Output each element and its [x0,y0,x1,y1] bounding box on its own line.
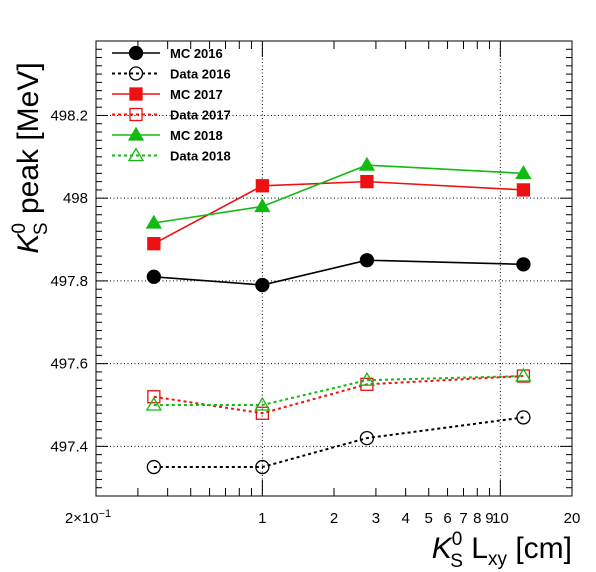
data-point [147,390,161,404]
x-tick-label: 3 [372,510,380,527]
data-point [255,277,270,293]
y-tick-label: 497.6 [50,356,88,373]
x-tick-label: 5 [425,510,433,527]
data-point [147,237,161,251]
data-point [255,406,270,420]
series-layer [145,156,532,475]
x-tick-label: 8 [473,510,481,527]
x-tick-label: 7 [459,510,467,527]
grid [96,41,572,496]
legend-label: Data 2018 [170,149,231,164]
data-point [128,66,144,81]
series-mc-2017 [147,174,531,251]
data-point [358,371,376,386]
series-line [153,375,524,406]
data-point [145,214,162,229]
data-point [359,253,375,268]
x-tick-label: 1 [258,510,266,527]
legend-entry: MC 2017 [112,87,223,102]
series-line [153,375,524,415]
legend-entry: Data 2016 [112,66,231,82]
legend-entry: Data 2018 [112,147,231,164]
legend: MC 2016 Data 2016 MC 2017 Data 2017 MC 2018 D… [112,45,231,164]
data-point [127,126,145,141]
series-data-2016 [146,410,531,475]
series-data-2017 [147,369,531,420]
data-point [516,410,531,425]
legend-entry: MC 2018 [112,126,223,143]
data-point [254,198,271,213]
x-tick-label: 6 [443,510,451,527]
data-point [515,367,532,382]
legend-label: MC 2018 [170,128,223,143]
y-tick-label: 497.4 [50,438,88,455]
data-point [515,165,532,180]
data-point [129,107,143,122]
series-mc-2016 [146,253,531,293]
series-data-2018 [145,367,532,411]
legend-label: MC 2016 [170,46,223,61]
series-line [153,416,524,469]
series-mc-2018 [145,156,532,229]
legend-entry: MC 2016 [112,45,223,61]
y-tick-label: 497.8 [50,273,88,290]
y-tick-label: 498 [63,190,88,207]
legend-label: MC 2017 [170,87,223,102]
y-tick-label: 498.2 [50,107,88,124]
x-tick-label: 10 [492,510,509,527]
data-point [516,183,531,197]
data-point [254,396,271,411]
x-tick-label: 2×10−1 [65,508,111,527]
data-point [358,156,376,171]
legend-label: Data 2017 [170,108,231,123]
data-point [146,459,161,475]
data-point [128,45,144,61]
x-axis-title: K0 S Lxy [cm] [432,529,572,572]
legend-entry: Data 2017 [112,108,231,123]
x-tick-label: 4 [401,510,409,527]
data-point [146,269,161,284]
data-point [359,430,375,446]
data-point [145,396,162,411]
x-tick-label: 20 [564,510,581,527]
legend-label: Data 2016 [170,67,231,82]
x-tick-label: 2 [330,510,338,527]
series-line [153,259,524,286]
data-point [255,459,270,475]
data-point [516,257,531,272]
x-tick-label: 9 [485,510,493,527]
y-axis-title: K0S peak [MeV] [9,62,52,253]
data-point [255,179,270,193]
data-point [360,174,374,189]
data-point [127,147,145,162]
series-line [153,180,524,245]
data-point [129,87,143,101]
series-line [153,164,524,224]
axes: 497.4 497.6 497.8 498 498.2 2×10−1 1 2 3 4 5 6 7 8 910… [50,40,581,527]
